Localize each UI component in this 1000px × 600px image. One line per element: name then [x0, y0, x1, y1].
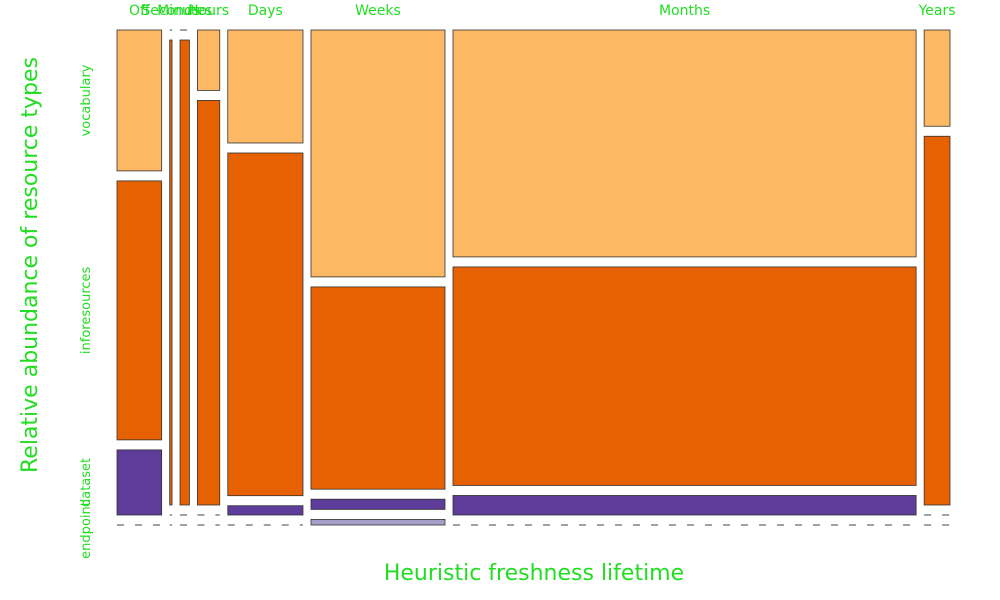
column-label-minutes: Minutes — [157, 3, 212, 19]
column-hours — [197, 29, 221, 526]
column-label-months: Months — [659, 3, 710, 19]
column-label-days: Days — [248, 3, 283, 19]
column-seconds — [169, 29, 173, 526]
tile-hours-vocabulary — [197, 29, 221, 91]
column-off — [116, 29, 163, 526]
row-label-dataset: dataset — [79, 458, 94, 507]
tile-weeks-dataset — [310, 498, 446, 510]
column-years — [923, 29, 951, 526]
column-days — [227, 29, 304, 526]
row-label-endpoint: endpoint — [79, 501, 94, 559]
tile-days-vocabulary — [227, 29, 304, 144]
tile-months-dataset — [452, 495, 917, 516]
tile-months-inforesources — [452, 266, 917, 486]
column-months — [452, 29, 917, 526]
column-label-weeks: Weeks — [355, 3, 401, 19]
tile-months-vocabulary — [452, 29, 917, 258]
y-axis-title: Relative abundance of resource types — [18, 57, 43, 473]
tile-minutes-inforesources — [179, 39, 190, 506]
tile-years-inforesources — [923, 135, 951, 506]
tile-off-vocabulary — [116, 29, 163, 172]
column-label-hours: Hours — [188, 3, 229, 19]
tile-weeks-inforesources — [310, 286, 446, 490]
x-axis-title: Heuristic freshness lifetime — [384, 561, 684, 586]
tile-days-dataset — [227, 505, 304, 516]
tile-weeks-vocabulary — [310, 29, 446, 278]
tile-weeks-endpoint — [310, 519, 446, 526]
column-weeks — [310, 29, 446, 526]
column-label-off: Off — [129, 3, 150, 19]
row-label-vocabulary: vocabulary — [79, 64, 94, 136]
row-label-inforesources: inforesources — [79, 266, 94, 354]
tile-days-inforesources — [227, 152, 304, 497]
tile-years-vocabulary — [923, 29, 951, 127]
mosaic-tiles — [116, 29, 951, 526]
tile-seconds-inforesources — [169, 39, 173, 506]
column-minutes — [179, 29, 190, 526]
tile-off-dataset — [116, 449, 163, 516]
column-label-seconds: Seconds — [141, 3, 200, 19]
tile-off-inforesources — [116, 180, 163, 441]
column-label-years: Years — [918, 3, 956, 19]
tile-hours-inforesources — [197, 100, 221, 506]
